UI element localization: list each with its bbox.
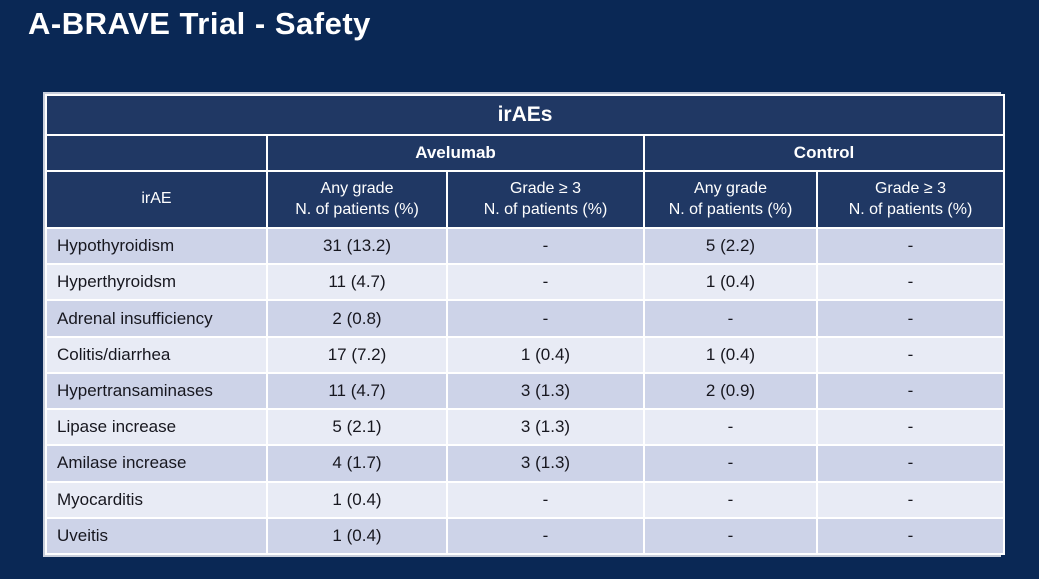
value-cell: - (643, 299, 818, 338)
table-row-lipase-increase: Lipase increase 5 (2.1) 3 (1.3) - - (45, 408, 1006, 447)
table-row-colitis-diarrhea: Colitis/diarrhea 17 (7.2) 1 (0.4) 1 (0.4… (45, 335, 1006, 374)
row-label: Amilase increase (45, 444, 268, 483)
value-cell: - (446, 263, 645, 302)
value-cell: 2 (0.9) (643, 371, 818, 411)
value-cell: - (643, 444, 818, 483)
table-title: irAEs (44, 94, 1006, 136)
value-cell: - (815, 371, 1006, 411)
table-title-row: irAEs (44, 94, 1006, 136)
value-cell: 1 (0.4) (266, 480, 448, 519)
value-cell: 5 (2.1) (266, 408, 448, 447)
value-cell: - (446, 516, 645, 556)
value-cell: 2 (0.8) (266, 299, 448, 338)
group-header-control: Control (642, 134, 1006, 172)
value-cell: - (643, 516, 818, 556)
value-cell: 1 (0.4) (643, 335, 818, 374)
value-cell: - (643, 408, 818, 447)
value-cell: 17 (7.2) (266, 335, 448, 374)
row-label: Myocarditis (45, 480, 268, 519)
value-cell: 1 (0.4) (266, 516, 448, 556)
value-cell: 3 (1.3) (446, 408, 645, 447)
value-cell: - (446, 226, 645, 266)
row-label: Lipase increase (45, 408, 268, 447)
value-cell: - (815, 226, 1006, 266)
col-header-avelumab-any-grade: Any grade N. of patients (%) (266, 170, 448, 229)
value-cell: - (446, 480, 645, 519)
value-cell: 5 (2.2) (643, 226, 818, 266)
row-label: Hyperthyroidsm (45, 263, 268, 302)
row-label: Uveitis (45, 516, 268, 556)
value-cell: - (815, 444, 1006, 483)
iraes-table: irAEs Avelumab Control irAE Any grade N.… (43, 92, 1006, 557)
row-label: Hypertransaminases (45, 371, 268, 411)
value-cell: - (815, 408, 1006, 447)
table-row-hyperthyroidsm: Hyperthyroidsm 11 (4.7) - 1 (0.4) - (45, 263, 1006, 302)
table-row-myocarditis: Myocarditis 1 (0.4) - - - (45, 480, 1006, 519)
table-row-amilase-increase: Amilase increase 4 (1.7) 3 (1.3) - - (45, 444, 1006, 483)
row-label: Adrenal insufficiency (45, 299, 268, 338)
iraes-data-table: irAEs Avelumab Control irAE Any grade N.… (44, 94, 1006, 556)
table-row-adrenal-insufficiency: Adrenal insufficiency 2 (0.8) - - - (45, 299, 1006, 338)
slide-title: A-BRAVE Trial - Safety (28, 6, 371, 41)
value-cell: - (815, 263, 1006, 302)
value-cell: 11 (4.7) (266, 263, 448, 302)
value-cell: - (815, 335, 1006, 374)
table-row-hypertransaminases: Hypertransaminases 11 (4.7) 3 (1.3) 2 (0… (45, 371, 1006, 411)
value-cell: 1 (0.4) (643, 263, 818, 302)
value-cell: 4 (1.7) (266, 444, 448, 483)
value-cell: 31 (13.2) (266, 226, 448, 266)
value-cell: 1 (0.4) (446, 335, 645, 374)
col-header-control-grade3: Grade ≥ 3 N. of patients (%) (815, 170, 1006, 229)
value-cell: 3 (1.3) (446, 371, 645, 411)
col-header-control-any-grade: Any grade N. of patients (%) (643, 170, 818, 229)
column-header-row: irAE Any grade N. of patients (%) Grade … (45, 170, 1006, 229)
value-cell: - (446, 299, 645, 338)
value-cell: - (815, 480, 1006, 519)
value-cell: - (643, 480, 818, 519)
group-header-avelumab: Avelumab (266, 134, 645, 172)
value-cell: 3 (1.3) (446, 444, 645, 483)
col-header-avelumab-grade3: Grade ≥ 3 N. of patients (%) (446, 170, 645, 229)
col-header-irae: irAE (45, 170, 268, 229)
corner-cell (45, 134, 268, 172)
value-cell: - (815, 299, 1006, 338)
value-cell: - (815, 516, 1006, 556)
group-header-row: Avelumab Control (45, 134, 1006, 172)
table-row-uveitis: Uveitis 1 (0.4) - - - (45, 516, 1006, 556)
value-cell: 11 (4.7) (266, 371, 448, 411)
row-label: Hypothyroidism (45, 226, 268, 266)
table-row-hypothyroidism: Hypothyroidism 31 (13.2) - 5 (2.2) - (45, 226, 1006, 266)
row-label: Colitis/diarrhea (45, 335, 268, 374)
